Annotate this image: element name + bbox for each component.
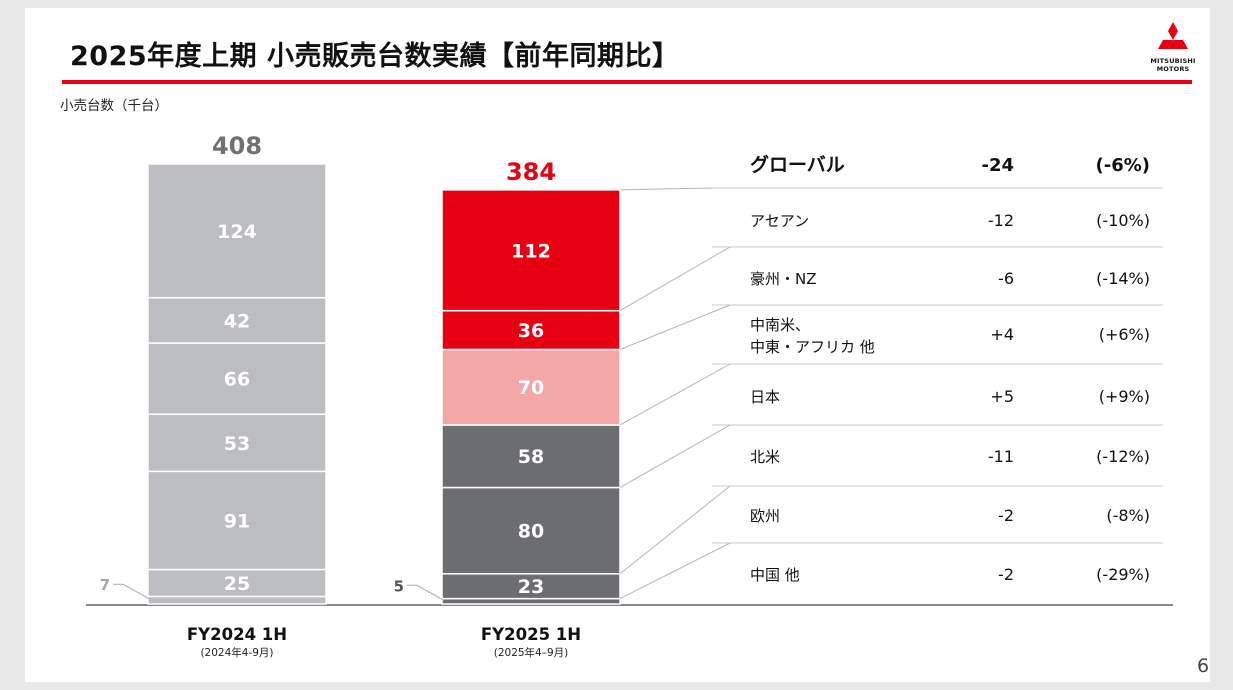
bar-segment-fy2024-6 — [147, 595, 327, 605]
table-region-name-6: 中国 他 — [750, 566, 800, 584]
bar-segment-fy2025-1 — [441, 309, 621, 351]
segment-label-fy2024-3: 53 — [224, 433, 250, 455]
bar-segment-fy2024-4 — [147, 470, 327, 571]
segment-label-fy2024-0: 124 — [217, 221, 257, 243]
table-region-name-2-line0: 中南米、 — [750, 316, 810, 334]
table-region-pct-0: (-10%) — [1096, 211, 1150, 230]
table-region-name-4: 北米 — [750, 448, 780, 466]
unit-label: 小売台数（千台） — [60, 98, 168, 114]
table-region-name-5: 欧州 — [750, 507, 780, 525]
table-connector-2 — [619, 363, 731, 426]
small-segment-leader-fy2025 — [407, 584, 445, 601]
category-label-fy2025: FY2025 1H — [481, 625, 581, 644]
page-title: 2025年度上期 小売販売台数実績【前年同期比】 — [70, 41, 680, 72]
table-connector-4 — [619, 485, 731, 575]
total-label-fy2024: 408 — [212, 132, 262, 160]
small-segment-label-fy2025: 5 — [394, 577, 404, 595]
table-region-pct-1: (-14%) — [1096, 269, 1150, 288]
bar-segment-fy2025-0 — [441, 189, 621, 312]
table-region-delta-3: +5 — [990, 387, 1014, 406]
logo-text-line2: MOTORS — [1156, 65, 1190, 73]
table-region-name-3: 日本 — [750, 388, 780, 406]
slide-number: 6 — [1197, 655, 1210, 677]
bar-segment-fy2024-3 — [147, 413, 327, 473]
small-segment-leader-fy2024 — [113, 583, 151, 600]
table-region-pct-3: (+9%) — [1099, 387, 1150, 406]
table-region-pct-4: (-12%) — [1096, 447, 1150, 466]
mitsubishi-logo: MITSUBISHI MOTORS — [1147, 20, 1199, 78]
table-region-pct-5: (-8%) — [1106, 506, 1150, 525]
table-region-delta-2: +4 — [990, 325, 1014, 344]
segment-label-fy2025-4: 80 — [518, 521, 544, 543]
category-sublabel-fy2024: (2024年4-9月) — [200, 646, 273, 659]
table-region-delta-1: -6 — [998, 269, 1014, 288]
table-connector-top — [619, 187, 713, 191]
table-region-name-0: アセアン — [750, 212, 809, 230]
segment-label-fy2024-4: 91 — [224, 510, 250, 532]
bar-segment-fy2025-6 — [441, 597, 621, 605]
total-label-fy2025: 384 — [506, 158, 556, 186]
category-sublabel-fy2025: (2025年4–9月) — [494, 646, 569, 659]
three-diamonds-icon — [1158, 22, 1188, 49]
bar-segment-fy2025-4 — [441, 486, 621, 575]
segment-label-fy2024-1: 42 — [224, 310, 250, 332]
table-global-pct: (-6%) — [1096, 155, 1150, 176]
logo-text-line1: MITSUBISHI — [1150, 57, 1196, 65]
table-connector-3 — [619, 424, 731, 488]
table-region-pct-2: (+6%) — [1099, 325, 1150, 344]
table-region-delta-4: -11 — [988, 447, 1014, 466]
table-global-name: グローバル — [750, 153, 845, 176]
title-underline — [62, 80, 1192, 84]
table-region-pct-6: (-29%) — [1096, 565, 1150, 584]
bar-segment-fy2024-0 — [147, 163, 327, 299]
segment-label-fy2025-1: 36 — [518, 320, 544, 342]
segment-label-fy2025-2: 70 — [518, 377, 544, 399]
bar-segment-fy2025-5 — [441, 573, 621, 600]
segment-label-fy2025-0: 112 — [511, 240, 551, 262]
segment-label-fy2024-5: 25 — [224, 573, 250, 595]
table-region-name-1: 豪州・NZ — [750, 270, 817, 288]
small-segment-label-fy2024: 7 — [100, 576, 110, 594]
table-global-delta: -24 — [981, 155, 1014, 176]
bar-segment-fy2025-3 — [441, 424, 621, 489]
table-region-delta-0: -12 — [988, 211, 1014, 230]
bar-segment-fy2024-2 — [147, 342, 327, 415]
segment-label-fy2025-5: 23 — [518, 576, 544, 598]
table-connector-0 — [619, 246, 731, 312]
bar-segment-fy2024-5 — [147, 568, 327, 598]
segment-label-fy2024-2: 66 — [224, 369, 250, 391]
category-label-fy2024: FY2024 1H — [187, 625, 287, 644]
table-connector-1 — [619, 304, 731, 350]
table-connector-5 — [619, 542, 731, 600]
table-region-delta-6: -2 — [998, 565, 1014, 584]
table-region-delta-5: -2 — [998, 506, 1014, 525]
bar-segment-fy2024-1 — [147, 296, 327, 344]
segment-label-fy2025-3: 58 — [518, 446, 544, 468]
table-region-name-2-line1: 中東・アフリカ 他 — [750, 338, 875, 356]
